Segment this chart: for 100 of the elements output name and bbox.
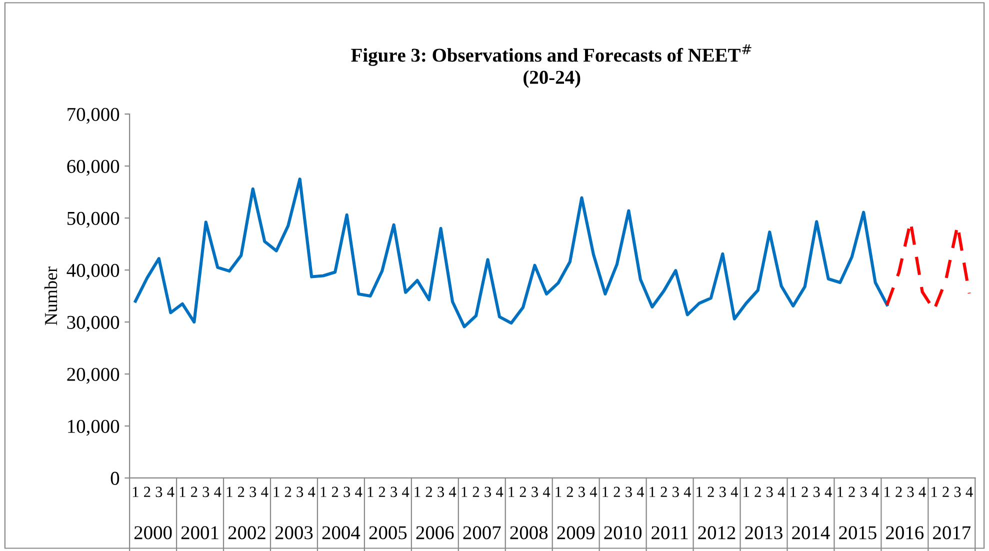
x-tick-label: 3 [390, 486, 398, 498]
text: 2007 [463, 526, 501, 540]
x-tick-label: 3 [626, 486, 632, 498]
x-tick-label: 3 [814, 486, 820, 498]
x-tick-label: 3 [860, 486, 867, 498]
x-tick-label: 4 [542, 486, 550, 497]
x-tick-label: 2 [332, 486, 338, 497]
x-tick-label: 2 [614, 486, 620, 497]
x-tick-label: 3 [344, 486, 350, 498]
x-tick-label: 3 [250, 486, 256, 498]
x-tick-label: 1 [790, 486, 796, 497]
line-series [134, 178, 889, 328]
y-axis-title: Number [44, 266, 58, 326]
y-tick-label: 50,000 [67, 212, 120, 228]
chart-title: Figure 3: Observations and Forecasts of NEET$^{#}$ (20-24) [351, 44, 752, 88]
x-tick-label: 2 [238, 486, 244, 497]
x-tick-label: 1 [226, 486, 232, 497]
x-tick-label: 1 [368, 486, 374, 497]
x-tick-label: 2 [754, 486, 761, 497]
x-tick-label: 2 [802, 486, 808, 497]
text: 2016 [886, 526, 924, 540]
x-tick-label: 2 [896, 486, 902, 497]
x-tick-label: 4 [684, 486, 691, 497]
x-tick-label: 2 [708, 486, 714, 497]
text: 2003 [275, 526, 313, 540]
x-tick-label: 1 [744, 486, 750, 497]
x-tick-label: 4 [730, 486, 738, 497]
x-tick-label: 4 [449, 486, 456, 497]
x-tick-label: 3 [484, 486, 491, 498]
x-tick-label: 3 [578, 486, 585, 498]
x-tick-label: 1 [274, 486, 280, 497]
y-tick-label: 30,000 [67, 316, 120, 332]
x-tick-label: 4 [636, 486, 644, 497]
x-tick-label: 4 [167, 486, 174, 497]
x-tick-label: 2 [426, 486, 432, 497]
text: 2017 [933, 526, 971, 540]
x-tick-label: 3 [672, 486, 679, 498]
x-tick-label: 3 [156, 486, 162, 498]
x-tick-label: 2 [472, 486, 479, 497]
x-tick-label: 2 [378, 486, 386, 497]
x-tick-label: 3 [954, 486, 961, 498]
x-tick-label: 1 [884, 486, 890, 497]
text: 2009 [557, 526, 594, 540]
x-tick-label: 1 [414, 486, 420, 497]
x-tick-label: 4 [918, 486, 926, 497]
x-tick-label: 2 [660, 486, 667, 497]
text: 2002 [228, 526, 266, 540]
x-tick-label: 1 [650, 486, 656, 497]
x-tick-label: 2 [848, 486, 855, 497]
x-tick-label: 4 [966, 486, 973, 497]
x-tick-label: 1 [180, 486, 186, 497]
text: 2005 [369, 526, 407, 540]
x-tick-label: 2 [942, 486, 949, 497]
x-tick-label: 3 [438, 486, 444, 498]
text: 2010 [604, 526, 642, 540]
y-tick-label: 70,000 [68, 108, 120, 124]
x-tick-label: 1 [508, 486, 514, 497]
text: 2014 [792, 526, 830, 540]
x-tick-label: 1 [838, 486, 843, 497]
x-tick-label: 4 [214, 486, 222, 497]
x-tick-label: 3 [907, 486, 914, 498]
x-tick-label: 2 [144, 486, 150, 497]
x-tick-label: 4 [824, 486, 832, 497]
text: 2001 [181, 526, 218, 540]
x-tick-label: 1 [132, 486, 138, 497]
x-tick-label: 2 [520, 486, 526, 497]
text: 2013 [745, 526, 782, 540]
x-tick-label: 4 [308, 486, 316, 497]
x-tick-label: 1 [320, 486, 326, 497]
text: 2008 [510, 526, 548, 540]
text: 2000 [134, 526, 172, 540]
x-tick-label: 3 [296, 486, 304, 498]
x-tick-label: 4 [778, 486, 785, 497]
x-tick-label: 1 [932, 486, 937, 497]
x-tick-label: 3 [766, 486, 773, 498]
x-tick-label: 4 [872, 486, 879, 497]
x-tick-label: 4 [590, 486, 598, 497]
x-tick-label: 4 [496, 486, 504, 497]
text: 2015 [839, 526, 876, 540]
x-tick-label: 2 [566, 486, 573, 497]
x-tick-label: 3 [532, 486, 538, 498]
x-tick-label: 2 [191, 486, 198, 497]
x-tick-label: 1 [602, 486, 608, 497]
x-tick-label: 3 [720, 486, 726, 498]
text: 2012 [698, 526, 736, 540]
y-tick-label: 0 [110, 472, 120, 485]
x-tick-label: 1 [462, 486, 468, 497]
x-tick-label: 3 [202, 486, 210, 498]
x-tick-label: 1 [556, 486, 562, 497]
y-tick-label: 60,000 [67, 160, 120, 176]
y-tick-label: 10,000 [68, 420, 120, 436]
x-tick-label: 4 [402, 486, 410, 497]
text: 2006 [416, 526, 454, 540]
x-tick-label: 4 [355, 486, 362, 497]
x-tick-label: 1 [696, 486, 702, 497]
y-tick-label: 40,000 [66, 264, 120, 280]
text: 2004 [322, 526, 360, 540]
x-tick-label: 2 [284, 486, 292, 497]
x-tick-label: 4 [261, 486, 268, 497]
y-tick-label: 20,000 [67, 368, 120, 384]
